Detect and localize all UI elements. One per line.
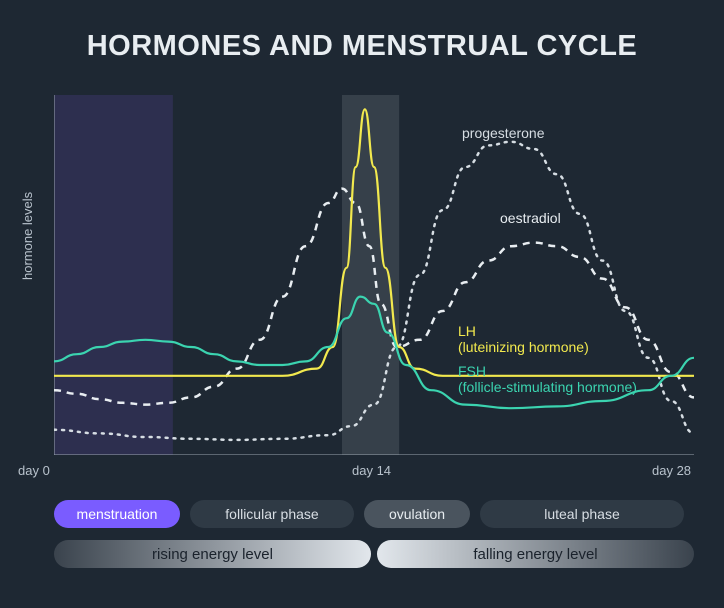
chart-svg <box>54 95 694 455</box>
phase-pill-follicular: follicular phase <box>190 500 354 528</box>
series-label-fsh: FSH (follicle-stimulating hormone) <box>458 363 637 395</box>
menstruation-band <box>54 95 173 455</box>
phase-pill-luteal: luteal phase <box>480 500 684 528</box>
series-label-lh: LH (luteinizing hormone) <box>458 323 589 355</box>
page-title: HORMONES AND MENSTRUAL CYCLE <box>0 0 724 63</box>
series-label-progesterone: progesterone <box>462 125 545 141</box>
x-tick-label: day 0 <box>18 463 50 478</box>
phase-pill-menstruation: menstruation <box>54 500 180 528</box>
series-label-oestradiol: oestradiol <box>500 210 561 226</box>
energy-pill-rising: rising energy level <box>54 540 371 568</box>
x-tick-label: day 28 <box>652 463 691 478</box>
x-tick-label: day 14 <box>352 463 391 478</box>
phase-pill-row: menstruation follicular phase ovulation lut… <box>54 500 694 530</box>
y-axis-label: hormone levels <box>20 192 35 280</box>
phase-pill-ovulation: ovulation <box>364 500 470 528</box>
energy-pill-falling: falling energy level <box>377 540 694 568</box>
energy-pill-row: rising energy levelfalling energy level <box>54 540 694 570</box>
hormone-chart <box>54 95 694 455</box>
